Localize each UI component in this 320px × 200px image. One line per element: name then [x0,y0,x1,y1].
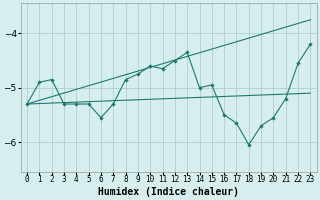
X-axis label: Humidex (Indice chaleur): Humidex (Indice chaleur) [98,186,239,197]
